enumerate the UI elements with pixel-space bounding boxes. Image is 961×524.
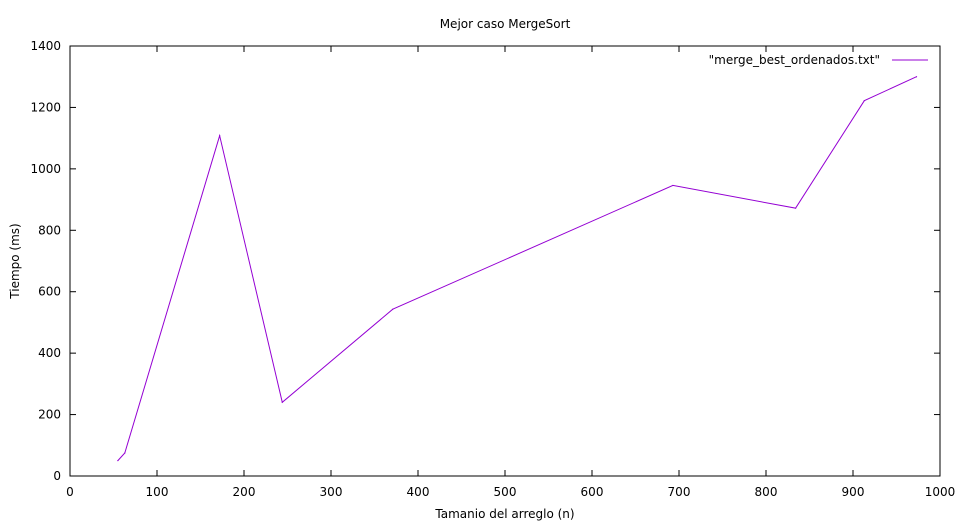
y-tick-label: 0 [53,469,61,483]
y-tick-label: 800 [38,223,61,237]
data-point [219,135,221,137]
x-tick-label: 0 [66,485,74,499]
plot-frame [69,45,941,477]
data-point [281,401,283,403]
y-tick-label: 200 [38,408,61,422]
y-axis-label: Tiempo (ms) [8,223,22,299]
y-tick-label: 1400 [30,39,61,53]
data-point [672,184,674,187]
x-tick-label: 200 [233,485,256,499]
data-point [915,76,918,78]
y-tick-label: 1000 [30,162,61,176]
x-tick-label: 1000 [925,485,956,499]
series-layer [117,76,918,462]
x-tick-label: 600 [581,485,604,499]
x-axis-label: Tamanio del arreglo (n) [434,507,574,521]
y-tick-label: 1200 [30,100,61,114]
legend-label: "merge_best_ordenados.txt" [709,53,880,67]
data-point [794,207,797,209]
x-tick-label: 300 [320,485,343,499]
x-tick-label: 400 [407,485,430,499]
chart-title: Mejor caso MergeSort [440,17,571,31]
x-tick-label: 500 [494,485,517,499]
x-tick-label: 800 [755,485,778,499]
data-point [117,460,119,462]
axis-ticks: 0 100 200 300 400 500 600 700 800 900 1000 0 200 400 6… [30,39,955,499]
series-line-0 [117,76,917,461]
data-point [392,308,394,310]
data-point [863,100,865,102]
x-tick-label: 100 [146,485,169,499]
y-tick-label: 400 [38,346,61,360]
legend: "merge_best_ordenados.txt" [709,53,928,67]
x-tick-label: 700 [668,485,691,499]
data-point [124,452,126,454]
y-tick-label: 600 [38,285,61,299]
x-tick-label: 900 [842,485,865,499]
